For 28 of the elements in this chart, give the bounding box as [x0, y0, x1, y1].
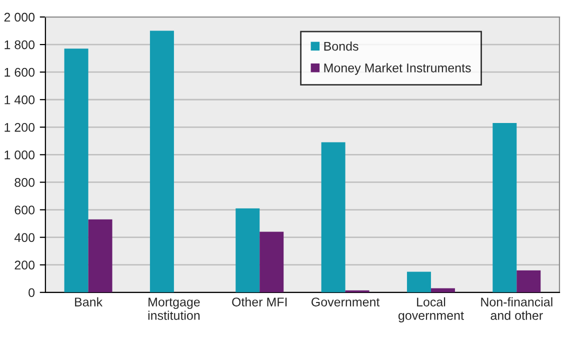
y-tick-label: 2 000: [4, 12, 35, 22]
bar: [88, 219, 112, 292]
legend-label: Money Market Instruments: [324, 63, 471, 75]
y-tick-label: 800: [14, 178, 35, 187]
x-tick-label: Non-financial and other: [481, 297, 552, 320]
y-tick-label: 200: [14, 260, 35, 270]
y-tick-label: 1 800: [4, 40, 35, 50]
y-tick-label: 1 400: [4, 95, 35, 104]
x-tick-label: Local government: [398, 297, 464, 322]
bar: [406, 272, 431, 292]
y-tick-label: 1 200: [4, 122, 35, 132]
x-tick-label: Mortgage institution: [148, 298, 200, 320]
x-tick-label: Other MFI: [232, 297, 287, 306]
bar: [321, 142, 346, 292]
y-tick-label: 1 600: [4, 68, 35, 77]
bar: [64, 48, 88, 292]
bar: [516, 270, 541, 292]
x-tick-label: Government: [312, 298, 380, 306]
bar: [150, 30, 174, 292]
legend-label: Bonds: [324, 42, 358, 51]
bar: [236, 208, 260, 292]
bar: [492, 123, 517, 292]
y-tick-label: 400: [14, 233, 35, 242]
x-tick-label: Bank: [75, 297, 103, 306]
y-tick-label: 1 000: [4, 150, 35, 160]
bar: [260, 232, 284, 292]
y-tick-label: 600: [14, 206, 35, 214]
y-tick-label: 0: [28, 288, 35, 298]
